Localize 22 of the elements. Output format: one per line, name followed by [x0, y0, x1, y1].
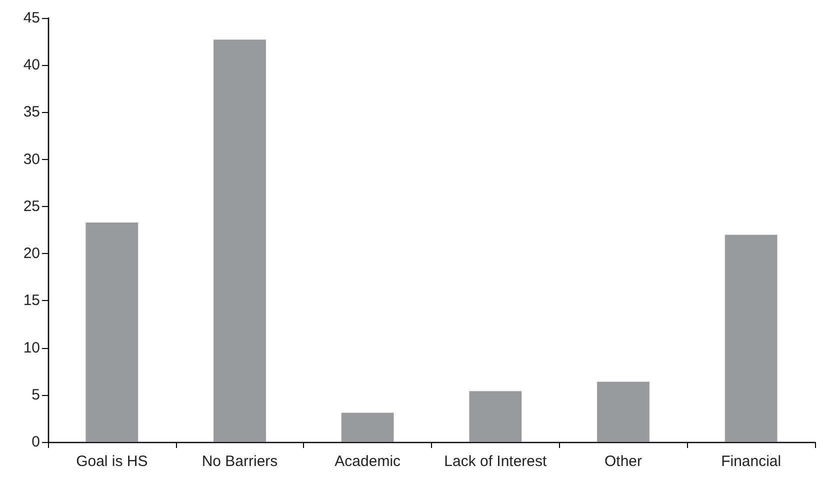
- x-tick-label: Financial: [721, 453, 782, 470]
- y-tick-label: 15: [23, 292, 40, 310]
- bar: [469, 391, 522, 442]
- bar: [214, 40, 266, 442]
- y-tick-label: 35: [23, 104, 40, 121]
- x-tick-label: Lack of Interest: [444, 453, 548, 470]
- bar: [597, 382, 650, 442]
- y-tick-label: 0: [32, 434, 40, 450]
- y-tick-label: 5: [32, 386, 40, 404]
- x-tick-label: Goal is HS: [76, 453, 148, 470]
- bar: [341, 412, 394, 442]
- y-tick-label: 25: [23, 198, 40, 215]
- y-tick-label: 30: [23, 150, 40, 168]
- bar: [86, 222, 138, 442]
- y-tick-label: 10: [23, 339, 40, 356]
- y-tick-label: 40: [23, 56, 40, 74]
- y-tick-label: 45: [23, 10, 40, 26]
- x-tick-label: Academic: [334, 453, 402, 470]
- y-tick-label: 20: [23, 245, 40, 262]
- x-tick-label: Other: [604, 453, 642, 470]
- x-tick-label: No Barriers: [202, 453, 278, 470]
- bar: [724, 234, 778, 442]
